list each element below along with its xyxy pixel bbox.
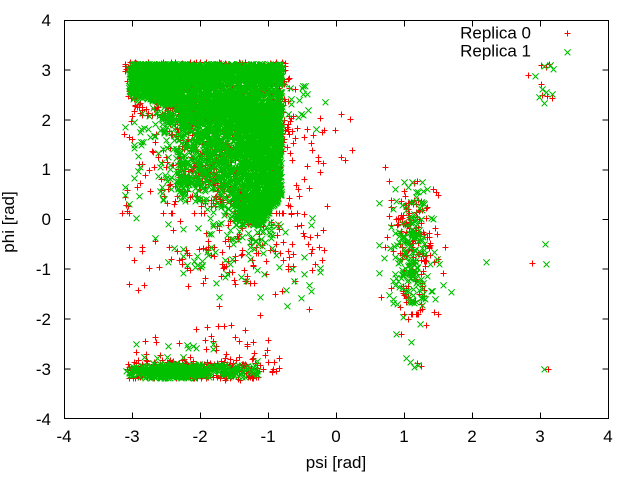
- svg-text:psi [rad]: psi [rad]: [306, 453, 366, 472]
- svg-text:Replica 0: Replica 0: [460, 24, 531, 43]
- svg-text:1: 1: [399, 427, 408, 446]
- svg-text:3: 3: [535, 427, 544, 446]
- svg-text:-1: -1: [260, 427, 275, 446]
- svg-text:0: 0: [331, 427, 340, 446]
- svg-text:-2: -2: [192, 427, 207, 446]
- svg-text:-4: -4: [36, 410, 51, 429]
- svg-text:1: 1: [42, 160, 51, 179]
- svg-text:4: 4: [603, 427, 612, 446]
- svg-text:Replica 1: Replica 1: [460, 42, 531, 61]
- svg-text:2: 2: [467, 427, 476, 446]
- svg-text:3: 3: [42, 61, 51, 80]
- svg-text:4: 4: [42, 11, 51, 30]
- svg-text:-3: -3: [36, 360, 51, 379]
- svg-text:2: 2: [42, 111, 51, 130]
- svg-text:-2: -2: [36, 310, 51, 329]
- svg-text:0: 0: [42, 210, 51, 229]
- svg-text:-3: -3: [124, 427, 139, 446]
- svg-text:-4: -4: [56, 427, 71, 446]
- svg-text:phi [rad]: phi [rad]: [0, 191, 18, 252]
- svg-text:-1: -1: [36, 260, 51, 279]
